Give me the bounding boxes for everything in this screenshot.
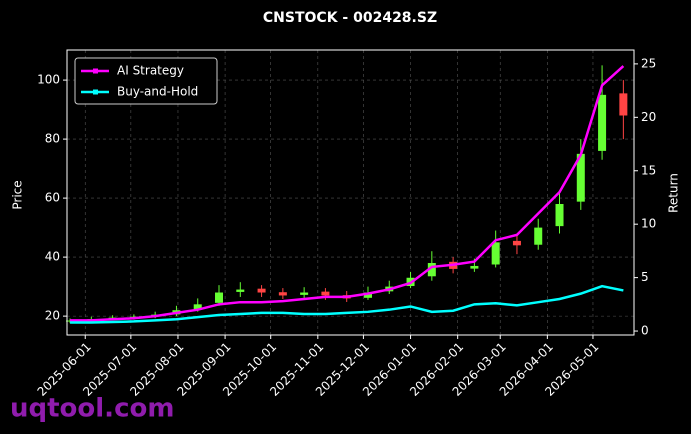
legend-label: AI Strategy — [117, 64, 184, 78]
candle-body — [512, 240, 521, 246]
candle-body — [321, 291, 330, 296]
legend-marker — [93, 68, 98, 74]
series-line — [70, 65, 625, 322]
candle-body — [619, 93, 628, 116]
series-line — [70, 284, 624, 324]
y-tick-label: 100 — [37, 73, 60, 87]
y2-tick-label: 20 — [641, 110, 656, 124]
y2-tick-label: 15 — [641, 163, 656, 177]
candle-body — [215, 292, 224, 303]
y-tick-label: 60 — [45, 191, 60, 205]
y2-tick-label: 0 — [641, 324, 649, 338]
y2-axis-label: Return — [667, 173, 681, 213]
legend-label: Buy-and-Hold — [117, 85, 198, 99]
legend-marker — [93, 89, 98, 95]
candle-body — [427, 263, 436, 277]
candle-body — [576, 153, 585, 202]
candle-body — [363, 292, 372, 298]
y-tick-label: 20 — [45, 309, 60, 323]
y-tick-label: 80 — [45, 132, 60, 146]
candle-body — [278, 292, 287, 296]
y-tick-label: 40 — [45, 250, 60, 264]
y2-tick-label: 25 — [641, 56, 656, 70]
candle-body — [257, 288, 266, 293]
candle-body — [470, 265, 479, 269]
y2-tick-label: 5 — [641, 270, 649, 284]
candle-body — [555, 204, 564, 227]
y2-tick-label: 10 — [641, 217, 656, 231]
legend: AI Strategy Buy-and-Hold — [74, 57, 218, 105]
legend-box — [74, 57, 218, 105]
candle-body — [193, 304, 202, 310]
watermark: uqtool.com — [10, 394, 174, 424]
candle-body — [236, 289, 245, 292]
candle-body — [491, 242, 500, 265]
y-axis-label: Price — [11, 180, 25, 209]
chart-title: CNSTOCK - 002428.SZ — [263, 10, 437, 26]
candle-body — [300, 292, 309, 295]
plot-frame — [66, 49, 635, 336]
candle-body — [598, 94, 607, 151]
candle-body — [534, 227, 543, 245]
